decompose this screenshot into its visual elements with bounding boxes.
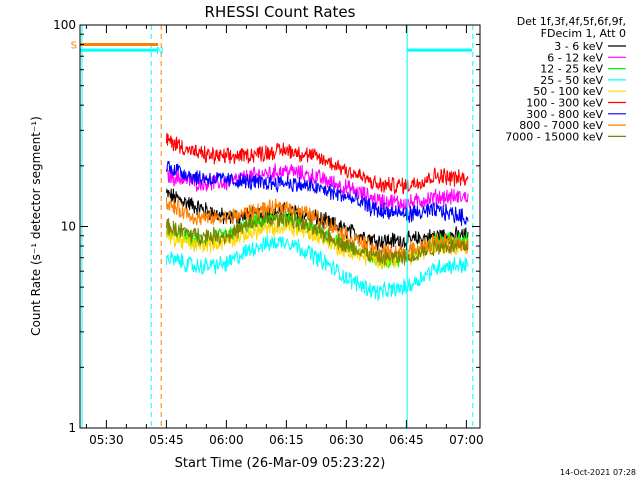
footer-timestamp: 14-Oct-2021 07:28 (560, 468, 636, 477)
flag-label-n: N (156, 46, 163, 57)
chart-title: RHESSI Count Rates (205, 3, 356, 21)
legend-entry-label: 800 - 7000 keV (519, 119, 603, 132)
series-line-4 (165, 234, 469, 302)
x-tick-label: 06:45 (389, 433, 424, 447)
legend: Det 1f,3f,4f,5f,6f,9f,FDecim 1, Att 03 -… (505, 15, 626, 143)
series-line-7 (165, 160, 469, 226)
y-tick-label: 100 (53, 18, 76, 32)
legend-entry-label: 300 - 800 keV (526, 108, 603, 121)
legend-header: FDecim 1, Att 0 (541, 27, 626, 40)
flag-label-s: S (71, 41, 77, 52)
legend-header: Det 1f,3f,4f,5f,6f,9f, (517, 15, 626, 28)
legend-entry-label: 12 - 25 keV (540, 63, 603, 76)
legend-entry-label: 7000 - 15000 keV (505, 130, 603, 143)
x-tick-label: 07:00 (449, 433, 484, 447)
x-tick-label: 05:45 (149, 433, 184, 447)
series-line-6 (165, 132, 469, 195)
legend-entry-label: 3 - 6 keV (554, 40, 603, 53)
legend-entry-label: 6 - 12 keV (547, 51, 603, 64)
series-layer (165, 132, 469, 302)
y-tick-label: 1 (68, 421, 76, 435)
series-line-8 (165, 197, 469, 261)
y-axis-label: Count Rate (s⁻¹ detector segment⁻¹) (29, 116, 43, 336)
axes-layer: 05:30 05:45 06:00 06:15 06:30 06:45 07:00 1 10 10… (53, 18, 484, 447)
x-tick-label: 05:30 (89, 433, 124, 447)
legend-entry-label: 100 - 300 keV (526, 97, 603, 110)
x-tick-label: 06:15 (269, 433, 304, 447)
legend-entry-label: 25 - 50 keV (540, 74, 603, 87)
legend-entry-label: 50 - 100 keV (533, 85, 603, 98)
y-tick-label: 10 (61, 220, 76, 234)
x-tick-label: 06:30 (329, 433, 364, 447)
x-axis-label: Start Time (26-Mar-09 05:23:22) (175, 456, 386, 471)
x-tick-label: 06:00 (209, 433, 244, 447)
series-line-9 (165, 211, 469, 266)
series-line-1 (165, 187, 469, 251)
